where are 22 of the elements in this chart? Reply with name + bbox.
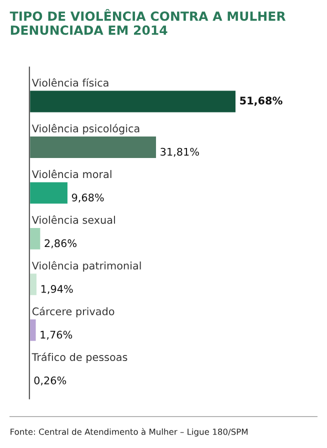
bar <box>29 226 42 251</box>
data-label: 0,26% <box>34 376 66 386</box>
source-note: Fonte: Central de Atendimento à Mulher – Ligue 180/SPM <box>10 428 248 437</box>
bar <box>29 180 69 206</box>
data-label: 51,68% <box>240 96 282 106</box>
bar <box>29 89 237 114</box>
y-tick-label: Violência patrimonial <box>32 261 141 272</box>
y-tick-label: Cárcere privado <box>32 306 114 318</box>
y-tick-label: Violência psicológica <box>32 124 140 134</box>
bar <box>29 318 38 342</box>
bar <box>29 135 158 160</box>
y-tick-label: Violência sexual <box>32 215 115 224</box>
bar <box>29 272 38 297</box>
data-label: 9,68% <box>72 194 104 203</box>
data-label: 1,76% <box>40 330 72 340</box>
chart-title: TIPO DE VIOLÊNCIA CONTRA A MULHER DENUNCIADA EM 2014 <box>10 9 286 35</box>
data-label: 31,81% <box>160 148 199 157</box>
data-label: 1,94% <box>41 285 73 294</box>
data-label: 2,86% <box>44 239 76 248</box>
y-tick-label: Violência moral <box>32 170 112 178</box>
y-tick-label: Tráfico de pessoas <box>32 352 128 364</box>
y-tick-label: Violência física <box>32 78 108 87</box>
